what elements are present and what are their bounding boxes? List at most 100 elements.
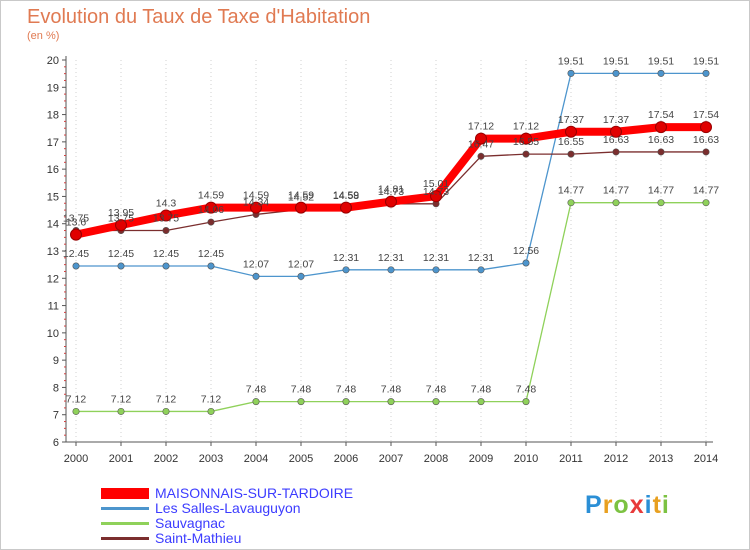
data-label: 17.54 (648, 109, 674, 121)
data-point (207, 262, 215, 270)
data-point (72, 407, 80, 415)
data-label: 14.77 (558, 185, 584, 197)
data-label: 7.48 (381, 384, 402, 396)
data-label: 14.59 (288, 190, 314, 202)
data-point (432, 266, 440, 274)
data-label: 12.07 (243, 258, 269, 270)
data-point (70, 228, 82, 241)
data-label: 12.56 (513, 245, 539, 257)
legend-label: Sauvagnac (155, 515, 226, 531)
data-point (567, 150, 575, 158)
data-point (702, 199, 710, 207)
legend-item-sauvagnac: Sauvagnac (101, 516, 441, 531)
data-point (612, 69, 620, 77)
data-point (612, 199, 620, 207)
data-label: 12.45 (153, 248, 179, 260)
y-tick-label: 16 (47, 164, 59, 176)
data-point (657, 69, 665, 77)
x-tick-label: 2004 (244, 453, 268, 465)
data-label: 13.75 (63, 213, 89, 225)
y-tick-label: 10 (47, 328, 59, 340)
data-label: 16.47 (468, 138, 494, 150)
y-tick-label: 11 (48, 301, 59, 313)
x-tick-label: 2001 (109, 453, 133, 465)
data-label: 16.55 (558, 136, 584, 148)
data-label: 14.77 (693, 185, 719, 197)
data-label: 13.75 (153, 213, 179, 225)
data-point (477, 152, 485, 160)
data-label: 13.75 (108, 213, 134, 225)
logo-letter: x (629, 491, 645, 519)
logo-letter: o (613, 491, 630, 519)
data-label: 7.48 (516, 384, 537, 396)
data-point (162, 262, 170, 270)
data-label: 16.63 (648, 134, 674, 146)
data-point (657, 148, 665, 156)
data-label: 14.06 (198, 204, 224, 216)
data-point (162, 227, 170, 235)
data-point (702, 148, 710, 156)
data-point (297, 398, 305, 406)
legend-swatch (101, 537, 149, 540)
legend-label: Saint-Mathieu (155, 530, 242, 546)
data-label: 16.55 (513, 136, 539, 148)
data-label: 14.52 (288, 192, 314, 204)
data-label: 17.54 (693, 109, 719, 121)
data-label: 13.6 (66, 217, 87, 229)
data-label: 19.51 (693, 55, 719, 67)
y-tick-label: 13 (47, 246, 59, 258)
data-label: 16.63 (603, 134, 629, 146)
data-point (205, 201, 217, 214)
data-point (475, 132, 487, 145)
data-label: 7.48 (471, 384, 492, 396)
data-point (612, 148, 620, 156)
data-label: 7.12 (156, 393, 177, 405)
data-label: 12.31 (423, 252, 449, 264)
data-point (477, 266, 485, 274)
data-point (387, 398, 395, 406)
data-label: 14.77 (603, 185, 629, 197)
data-label: 12.45 (63, 248, 89, 260)
data-point (115, 219, 127, 232)
data-label: 14.59 (198, 190, 224, 202)
data-label: 14.3 (156, 198, 177, 210)
data-point (160, 209, 172, 222)
legend: MAISONNAIS-SUR-TARDOIRE Les Salles-Lavau… (101, 486, 441, 546)
data-label: 12.45 (198, 248, 224, 260)
data-point (117, 407, 125, 415)
data-labels: 7.12 7.12 7.12 7.12 7.48 7.48 7.48 7.48 7.48 7.48… (63, 55, 719, 405)
data-label: 14.73 (378, 186, 404, 198)
chart-subtitle: (en %) (27, 30, 60, 42)
logo-letter: P (585, 491, 603, 519)
data-point (342, 266, 350, 274)
legend-item-les-salles: Les Salles-Lavauguyon (101, 501, 441, 516)
data-point (702, 69, 710, 77)
y-tick-label: 6 (53, 437, 59, 449)
x-tick-label: 2013 (649, 453, 673, 465)
x-tick-label: 2006 (334, 453, 358, 465)
data-point (567, 199, 575, 207)
data-label: 7.48 (291, 384, 312, 396)
data-label: 14.58 (333, 190, 359, 202)
data-label: 15.01 (423, 178, 449, 190)
data-label: 17.12 (513, 121, 539, 133)
data-label: 7.12 (201, 393, 222, 405)
data-label: 19.51 (603, 55, 629, 67)
data-point (567, 69, 575, 77)
data-point (522, 398, 530, 406)
data-label: 14.73 (423, 186, 449, 198)
data-label: 7.48 (336, 384, 357, 396)
data-point (387, 266, 395, 274)
data-point (657, 199, 665, 207)
data-label: 12.31 (468, 252, 494, 264)
x-tick-label: 2003 (199, 453, 223, 465)
data-label: 14.81 (378, 184, 404, 196)
x-tick-label: 2011 (559, 453, 583, 465)
data-label: 14.59 (243, 190, 269, 202)
x-tick-label: 2009 (469, 453, 493, 465)
x-tick-label: 2008 (424, 453, 448, 465)
axes: 6 7 8 9 10 11 12 13 14 15 16 17 18 19 20 2000 2001 2002 20… (47, 55, 718, 465)
data-point (117, 262, 125, 270)
data-label: 19.51 (558, 55, 584, 67)
legend-item-maisonnais: MAISONNAIS-SUR-TARDOIRE (101, 486, 441, 501)
